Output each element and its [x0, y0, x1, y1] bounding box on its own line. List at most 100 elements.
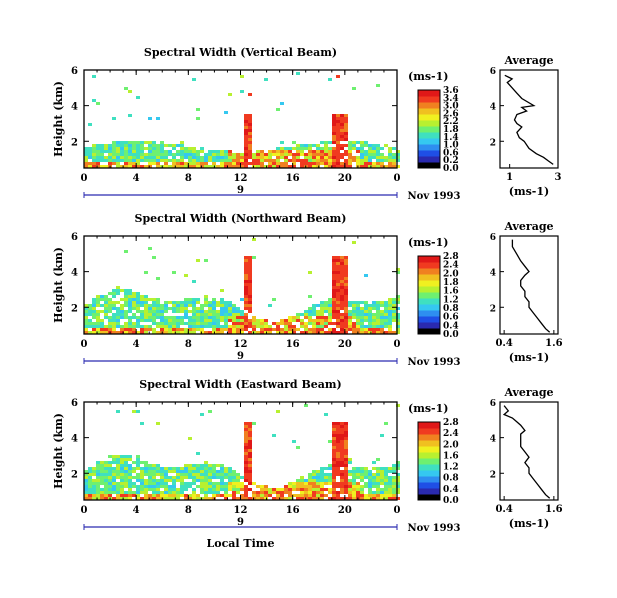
heatmap-cell	[188, 476, 192, 479]
heatmap-cell	[312, 319, 316, 322]
heatmap-cell	[268, 488, 272, 491]
heatmap-cell	[240, 153, 244, 156]
heatmap-cell	[232, 328, 236, 331]
heatmap-cell	[312, 310, 316, 313]
heatmap-cell	[324, 476, 328, 479]
heatmap-cell	[164, 165, 168, 168]
heatmap-cell	[100, 491, 104, 494]
heatmap-cell	[288, 328, 292, 331]
heatmap-cell	[116, 488, 120, 491]
heatmap-cell	[308, 271, 312, 274]
heatmap-cell	[112, 455, 116, 458]
heatmap-cell	[384, 491, 388, 494]
average-x-tick-label: 0.4	[495, 504, 512, 515]
heatmap-cell	[392, 464, 396, 467]
heatmap-cell	[88, 479, 92, 482]
heatmap-cell	[360, 150, 364, 153]
heatmap-cell	[96, 485, 100, 488]
heatmap-cell	[120, 331, 124, 334]
heatmap-cell	[120, 310, 124, 313]
heatmap-cell	[96, 461, 100, 464]
heatmap-cell	[296, 479, 300, 482]
heatmap-cell	[384, 304, 388, 307]
heatmap-cell	[328, 141, 332, 144]
heatmap-cell	[244, 256, 248, 259]
heatmap-cell	[132, 410, 136, 413]
heatmap-cell	[364, 482, 368, 485]
heatmap-cell	[124, 150, 128, 153]
heatmap-cell	[320, 304, 324, 307]
heatmap-cell	[336, 458, 340, 461]
heatmap-cell	[364, 307, 368, 310]
heatmap-cell	[244, 135, 248, 138]
heatmap-cell	[204, 310, 208, 313]
heatmap-cell	[188, 150, 192, 153]
heatmap-cell	[108, 316, 112, 319]
heatmap-cell	[120, 467, 124, 470]
heatmap-cell	[240, 75, 244, 78]
heatmap-cell	[192, 497, 196, 500]
heatmap-cell	[308, 165, 312, 168]
heatmap-cell	[356, 485, 360, 488]
heatmap-cell	[316, 165, 320, 168]
heatmap-cell	[84, 153, 88, 156]
heatmap-cell	[108, 307, 112, 310]
heatmap-cell	[124, 328, 128, 331]
heatmap-cell	[136, 304, 140, 307]
heatmap-cell	[88, 310, 92, 313]
heatmap-cell	[296, 316, 300, 319]
heatmap-cell	[328, 310, 332, 313]
heatmap-cell	[376, 144, 380, 147]
heatmap-cell	[116, 159, 120, 162]
heatmap-cell	[244, 488, 248, 491]
heatmap-cell	[88, 488, 92, 491]
heatmap-cell	[128, 162, 132, 165]
heatmap-cell	[184, 485, 188, 488]
heatmap-cell	[116, 289, 120, 292]
heatmap-cell	[152, 485, 156, 488]
heatmap-cell	[172, 325, 176, 328]
heatmap-cell	[120, 147, 124, 150]
heatmap-cell	[296, 319, 300, 322]
colorbar-swatch	[418, 102, 440, 109]
heatmap-cell	[120, 165, 124, 168]
heatmap-cell	[384, 307, 388, 310]
heatmap-cell	[296, 72, 300, 75]
heatmap-cell	[172, 310, 176, 313]
heatmap-cell	[128, 458, 132, 461]
heatmap-cell	[332, 129, 336, 132]
heatmap-cell	[184, 301, 188, 304]
heatmap-cell	[332, 488, 336, 491]
heatmap-cell	[248, 301, 252, 304]
colorbar-label: 2.4	[443, 429, 459, 439]
heatmap-cell	[104, 307, 108, 310]
heatmap-cell	[148, 464, 152, 467]
heatmap-cell	[124, 147, 128, 150]
heatmap-cell	[104, 150, 108, 153]
heatmap-cell	[344, 470, 348, 473]
heatmap-cell	[396, 307, 400, 310]
heatmap-cell	[356, 147, 360, 150]
heatmap-cell	[320, 328, 324, 331]
heatmap-cell	[244, 443, 248, 446]
heatmap-cell	[324, 488, 328, 491]
heatmap-cell	[364, 153, 368, 156]
heatmap-cell	[208, 473, 212, 476]
heatmap-cell	[244, 461, 248, 464]
colorbar-swatch	[418, 482, 440, 489]
heatmap-cell	[368, 316, 372, 319]
heatmap-cell	[140, 479, 144, 482]
heatmap-cell	[252, 256, 256, 259]
heatmap-cell	[364, 325, 368, 328]
colorbar-unit: (ms-1)	[408, 402, 448, 415]
heatmap-cell	[188, 159, 192, 162]
heatmap-cell	[120, 470, 124, 473]
heatmap-cell	[248, 428, 252, 431]
heatmap-cell	[332, 464, 336, 467]
heatmap-cell	[344, 452, 348, 455]
heatmap-cell	[336, 431, 340, 434]
heatmap-cell	[144, 153, 148, 156]
heatmap-cell	[264, 78, 268, 81]
heatmap-cell	[192, 470, 196, 473]
heatmap-cell	[304, 313, 308, 316]
